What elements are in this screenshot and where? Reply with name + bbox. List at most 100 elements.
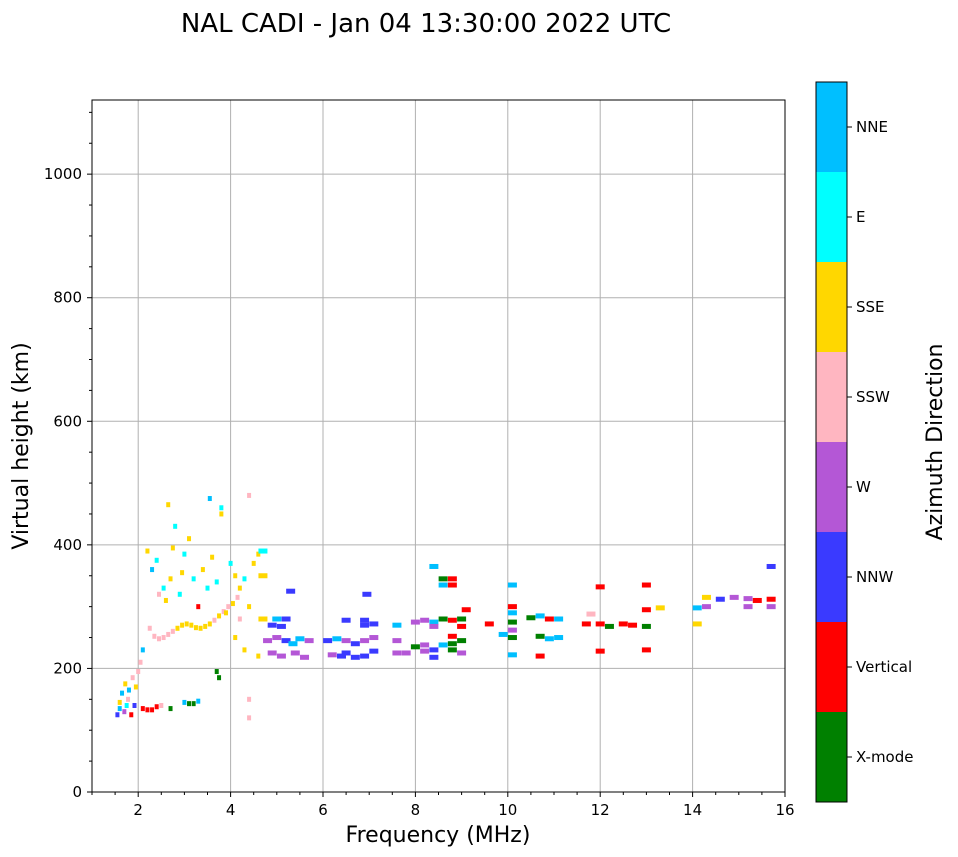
x-tick-label: 10 [498,801,517,819]
echo-point-sse [189,622,194,628]
echo-point-nnw [350,654,360,660]
echo-point-ssw [586,611,596,617]
echo-point-nne [332,636,342,642]
echo-point-w [272,635,282,641]
echo-point-sse [692,621,702,627]
echo-point-nne [117,706,122,712]
echo-point-e [228,560,233,566]
plot-area-frame [91,99,786,793]
echo-point-sse [210,554,215,560]
echo-point-sse [198,625,203,631]
echo-point-sse [166,502,171,508]
echo-point-w [304,638,314,644]
y-tick-label: 600 [53,412,82,430]
echo-point-w [701,604,711,610]
echo-point-vertical [766,596,776,602]
data-points [115,492,776,721]
echo-point-nne [554,616,564,622]
echo-point-nnw [281,638,291,644]
echo-point-ssw [247,696,252,702]
echo-point-w [410,619,420,625]
x-tick-label: 14 [683,801,702,819]
echo-point-sse [247,604,252,610]
echo-point-x-mode [168,706,173,712]
echo-point-x-mode [507,619,517,625]
echo-point-nne [507,610,517,616]
echo-point-sse [180,622,185,628]
echo-point-vertical [544,616,554,622]
echo-point-nnw [286,588,296,594]
echo-point-ssw [226,604,231,610]
echo-point-nnw [766,563,776,569]
echo-point-nne [544,636,554,642]
echo-point-nnw [341,617,351,623]
echo-point-sse [133,684,138,690]
echo-point-x-mode [447,641,457,647]
echo-point-nne [535,613,545,619]
echo-point-nne [498,631,508,637]
echo-point-ssw [221,609,226,615]
echo-point-w [392,650,402,656]
echo-point-e [177,591,182,597]
echo-point-e [154,557,159,563]
echo-point-vertical [641,647,651,653]
echo-point-ssw [152,633,157,639]
x-tick-label: 2 [133,801,143,819]
x-axis-label: Frequency (MHz) [346,823,531,848]
echo-point-nne [507,582,517,588]
echo-point-nnw [360,653,370,659]
echo-point-nne [295,636,305,642]
echo-point-w [341,638,351,644]
echo-point-sse [187,536,192,542]
echo-point-sse [258,616,268,622]
echo-point-w [766,604,776,610]
echo-point-ssw [159,703,164,708]
echo-point-nne [507,652,517,658]
echo-point-x-mode [604,623,614,629]
echo-point-x-mode [457,638,467,644]
colorbar-tick-label: NNE [856,118,888,136]
echo-point-vertical [461,607,471,613]
echo-point-ssw [247,492,252,498]
colorbar-frame [815,81,848,803]
echo-point-vertical [447,582,457,588]
echo-point-vertical [154,704,159,710]
echo-point-e [214,579,219,585]
colorbar-segment [816,622,847,712]
echo-point-ssw [156,636,161,642]
echo-point-vertical [129,712,134,718]
echo-point-ssw [235,594,240,600]
echo-point-w [429,623,439,629]
echo-point-sse [223,610,228,616]
echo-point-vertical [150,707,155,713]
echo-point-nne [272,616,282,622]
echo-point-vertical [447,617,457,623]
echo-point-ssw [156,591,161,597]
echo-point-nne [438,642,448,648]
echo-point-w [327,652,337,658]
echo-point-ssw [147,625,152,631]
echo-point-sse [256,551,261,557]
echo-point-x-mode [438,576,448,582]
echo-point-nnw [341,650,351,656]
echo-point-w [401,650,411,656]
y-tick-label: 200 [53,659,82,677]
echo-point-sse [217,613,222,619]
echo-point-nnw [715,596,725,602]
echo-point-ssw [212,617,217,623]
echo-point-nnw [132,703,137,708]
echo-point-x-mode [410,644,420,650]
echo-point-nne [120,690,125,696]
echo-point-nne [288,641,298,647]
echo-point-nnw [360,622,370,628]
echo-point-w [507,627,517,633]
echo-point-nne [150,567,155,573]
echo-point-sse [219,511,224,517]
echo-point-ssw [170,628,175,634]
x-tick-label: 16 [775,801,794,819]
echo-point-vertical [507,604,517,610]
echo-point-e [258,548,268,554]
echo-point-sse [258,573,268,579]
echo-point-vertical [457,623,467,629]
